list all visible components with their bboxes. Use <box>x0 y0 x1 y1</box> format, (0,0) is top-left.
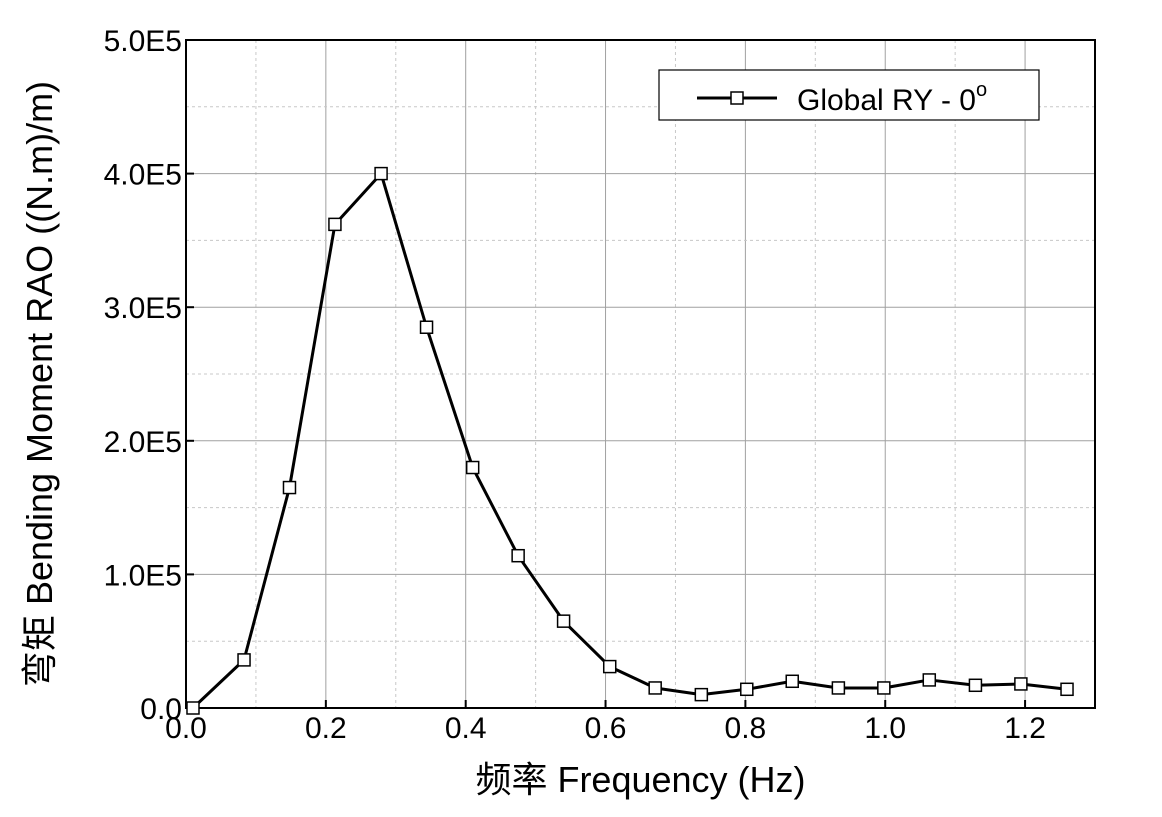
series-layer <box>186 166 1074 715</box>
x-tick-label: 0.6 <box>585 712 627 745</box>
legend-series-name: Global RY - 0 <box>797 84 976 117</box>
x-axis: 0.0 0.2 0.4 0.6 0.8 1.0 1.2 <box>165 700 1046 745</box>
y-tick-label: 0.0 <box>140 693 182 726</box>
data-point-marker <box>740 682 754 697</box>
y-tick-label: 2.0E5 <box>104 426 182 459</box>
data-point-marker <box>419 320 434 334</box>
legend-marker-square <box>730 91 744 105</box>
y-tick-label: 1.0E5 <box>104 559 182 592</box>
y-tick-label: 3.0E5 <box>104 292 182 325</box>
data-point-marker <box>237 653 251 667</box>
legend-label: Global RY - 0o <box>797 79 987 117</box>
series-line <box>191 172 1068 710</box>
data-point-marker <box>465 460 480 475</box>
data-point-marker <box>1014 677 1028 691</box>
data-point-marker <box>556 614 571 628</box>
x-tick-label: 1.0 <box>864 712 906 745</box>
x-axis-title: 频率 Frequency (Hz) <box>475 759 805 800</box>
x-tick-label: 0.4 <box>445 712 487 745</box>
data-point-marker <box>877 681 891 695</box>
data-point-marker <box>648 681 662 695</box>
legend: Global RY - 0o <box>658 69 1040 121</box>
data-point-marker <box>968 678 983 693</box>
grid-lines <box>186 40 1095 708</box>
data-point-marker <box>186 701 200 715</box>
y-axis-title: 弯矩 Bending Moment RAO ((N.m)/m) <box>19 81 60 687</box>
data-point-marker <box>282 480 297 495</box>
data-point-marker <box>511 548 525 563</box>
x-tick-label: 1.2 <box>1004 712 1046 745</box>
x-tick-label: 0.0 <box>165 712 207 745</box>
data-point-marker <box>831 681 846 695</box>
data-point-marker <box>374 166 388 181</box>
data-point-marker <box>1060 682 1074 697</box>
data-point-marker <box>694 687 709 702</box>
legend-box <box>658 69 1040 121</box>
data-point-marker <box>922 673 937 687</box>
y-tick-label: 5.0E5 <box>104 25 182 58</box>
legend-degree-superscript: o <box>976 79 987 101</box>
data-point-marker <box>602 659 617 674</box>
y-tick-label: 4.0E5 <box>104 159 182 192</box>
x-tick-label: 0.2 <box>305 712 347 745</box>
x-tick-label: 0.8 <box>725 712 767 745</box>
y-axis: 0.0 1.0E5 2.0E5 3.0E5 4.0E5 5.0E5 <box>104 25 194 726</box>
data-point-marker <box>785 674 799 689</box>
data-point-marker <box>328 217 342 232</box>
plot-frame <box>185 39 1096 709</box>
